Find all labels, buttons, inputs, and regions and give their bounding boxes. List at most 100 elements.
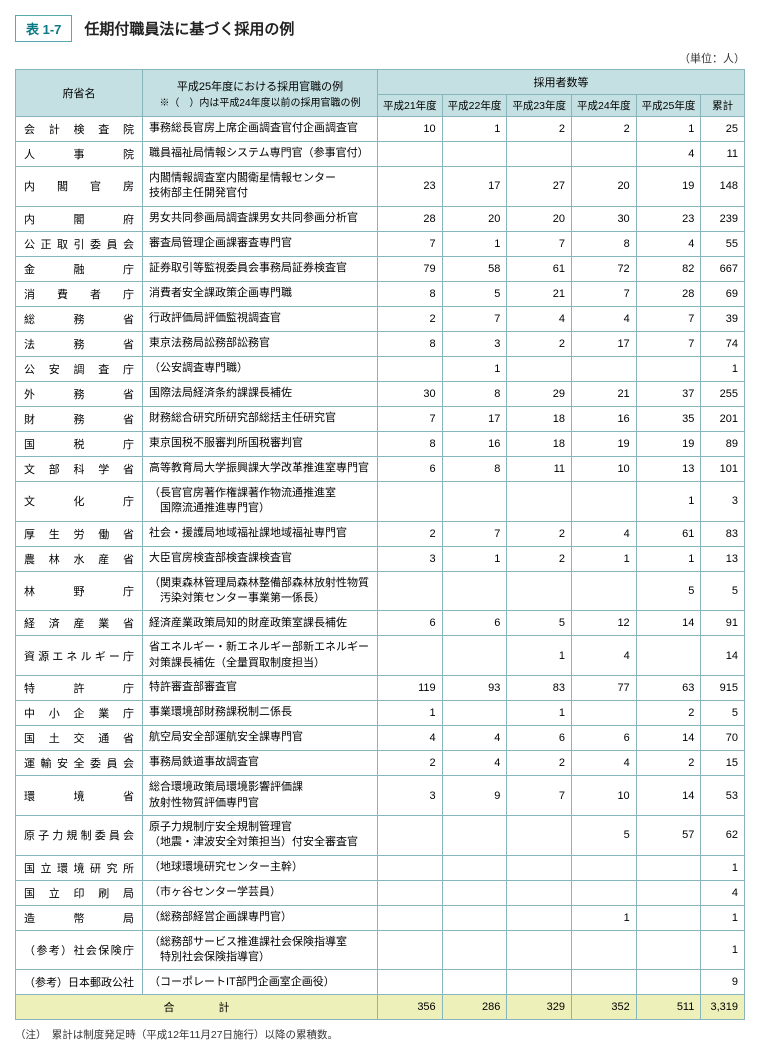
cell-value: 4 <box>636 231 701 256</box>
cell-desc: 国際法局経済条約課課長補佐 <box>143 381 378 406</box>
cell-value: 148 <box>701 167 745 207</box>
cell-value: 1 <box>442 356 507 381</box>
cell-value: 1 <box>507 701 572 726</box>
cell-desc: 航空局安全部運航安全課専門官 <box>143 726 378 751</box>
cell-desc: 事業環境部財務課税制二係長 <box>143 701 378 726</box>
cell-value <box>572 855 637 880</box>
cell-agency: 内閣官房 <box>16 167 143 207</box>
cell-value: 3 <box>701 481 745 521</box>
cell-value: 2 <box>507 521 572 546</box>
cell-value: 7 <box>636 331 701 356</box>
total-value: 352 <box>572 995 637 1020</box>
cell-value: 5 <box>701 701 745 726</box>
table-row: 特許庁特許審査部審査官11993837763915 <box>16 676 745 701</box>
cell-agency: 林野庁 <box>16 571 143 611</box>
table-row: 中小企業庁事業環境部財務課税制二係長1125 <box>16 701 745 726</box>
cell-agency: 厚生労働省 <box>16 521 143 546</box>
table-row: 農林水産省大臣官房検査部検査課検査官3121113 <box>16 546 745 571</box>
cell-desc: 職員福祉局情報システム専門官（参事官付） <box>143 142 378 167</box>
cell-value <box>507 142 572 167</box>
cell-value <box>507 356 572 381</box>
col-agency: 府省名 <box>16 70 143 117</box>
table-row: 資源エネルギー庁省エネルギー・新エネルギー部新エネルギー対策課長補佐（全量買取制… <box>16 636 745 676</box>
table-row: 国税庁東京国税不服審判所国税審判官81618191989 <box>16 431 745 456</box>
cell-value <box>572 970 637 995</box>
cell-value: 7 <box>636 306 701 331</box>
cell-desc: 行政評価局評価監視調査官 <box>143 306 378 331</box>
cell-value: 14 <box>636 611 701 636</box>
cell-value: 8 <box>442 456 507 481</box>
cell-agency: 法務省 <box>16 331 143 356</box>
cell-value <box>378 930 443 970</box>
total-row: 合 計3562863293525113,319 <box>16 995 745 1020</box>
cell-value: 1 <box>701 855 745 880</box>
cell-value: 1 <box>442 117 507 142</box>
cell-value <box>378 905 443 930</box>
cell-value: 83 <box>701 521 745 546</box>
table-title: 任期付職員法に基づく採用の例 <box>84 18 294 39</box>
unit-label: （単位：人） <box>15 50 745 66</box>
cell-value: 93 <box>442 676 507 701</box>
cell-value: 72 <box>572 256 637 281</box>
cell-value: 3 <box>378 776 443 816</box>
cell-value: 1 <box>636 546 701 571</box>
cell-value: 21 <box>507 281 572 306</box>
cell-value: 19 <box>636 167 701 207</box>
cell-value: 2 <box>507 117 572 142</box>
cell-value: 4 <box>572 636 637 676</box>
footnote: （注） 累計は制度発足時（平成12年11月27日施行）以降の累積数。 <box>15 1028 745 1044</box>
cell-value: 1 <box>572 546 637 571</box>
cell-value: 25 <box>701 117 745 142</box>
col-year-1: 平成22年度 <box>442 95 507 117</box>
cell-value: 2 <box>378 751 443 776</box>
cell-value: 1 <box>442 546 507 571</box>
col-example-main: 平成25年度における採用官職の例 <box>148 78 372 94</box>
cell-value: 239 <box>701 206 745 231</box>
table-row: 国土交通省航空局安全部運航安全課専門官44661470 <box>16 726 745 751</box>
cell-value: 9 <box>701 970 745 995</box>
cell-desc: 財務総合研究所研究部総括主任研究官 <box>143 406 378 431</box>
cell-value: 4 <box>636 142 701 167</box>
cell-value <box>572 701 637 726</box>
cell-value <box>442 815 507 855</box>
cell-value: 14 <box>636 776 701 816</box>
cell-desc: 特許審査部審査官 <box>143 676 378 701</box>
cell-value <box>507 970 572 995</box>
cell-desc: （総務部サービス推進課社会保険指導室 特別社会保険指導官） <box>143 930 378 970</box>
cell-desc: 高等教育局大学振興課大学改革推進室専門官 <box>143 456 378 481</box>
cell-value <box>378 880 443 905</box>
cell-value: 11 <box>701 142 745 167</box>
col-year-4: 平成25年度 <box>636 95 701 117</box>
cell-value: 91 <box>701 611 745 636</box>
cell-value: 4 <box>572 751 637 776</box>
cell-value: 20 <box>442 206 507 231</box>
cell-value <box>378 571 443 611</box>
cell-value <box>442 880 507 905</box>
cell-desc: 内閣情報調査室内閣衛星情報センター技術部主任開発官付 <box>143 167 378 207</box>
cell-value <box>442 481 507 521</box>
cell-agency: 総務省 <box>16 306 143 331</box>
cell-value: 7 <box>507 776 572 816</box>
table-row: 林野庁（関東森林管理局森林整備部森林放射性物質 汚染対策センター事業第一係長）5… <box>16 571 745 611</box>
cell-agency: 国立印刷局 <box>16 880 143 905</box>
cell-agency: 公正取引委員会 <box>16 231 143 256</box>
cell-value: 119 <box>378 676 443 701</box>
cell-value: 7 <box>378 406 443 431</box>
cell-value <box>572 142 637 167</box>
cell-value: 15 <box>701 751 745 776</box>
cell-value <box>442 855 507 880</box>
cell-value: 667 <box>701 256 745 281</box>
table-row: 総務省行政評価局評価監視調査官2744739 <box>16 306 745 331</box>
cell-desc: （公安調査専門職） <box>143 356 378 381</box>
cell-agency: （参考）日本郵政公社 <box>16 970 143 995</box>
cell-agency: 金融庁 <box>16 256 143 281</box>
cell-value: 201 <box>701 406 745 431</box>
cell-desc: 消費者安全課政策企画専門職 <box>143 281 378 306</box>
cell-agency: 中小企業庁 <box>16 701 143 726</box>
cell-value: 6 <box>572 726 637 751</box>
cell-value: 1 <box>701 356 745 381</box>
cell-desc: 事務局鉄道事故調査官 <box>143 751 378 776</box>
cell-agency: 原子力規制委員会 <box>16 815 143 855</box>
cell-desc: 男女共同参画局調査課男女共同参画分析官 <box>143 206 378 231</box>
cell-value: 1 <box>572 905 637 930</box>
